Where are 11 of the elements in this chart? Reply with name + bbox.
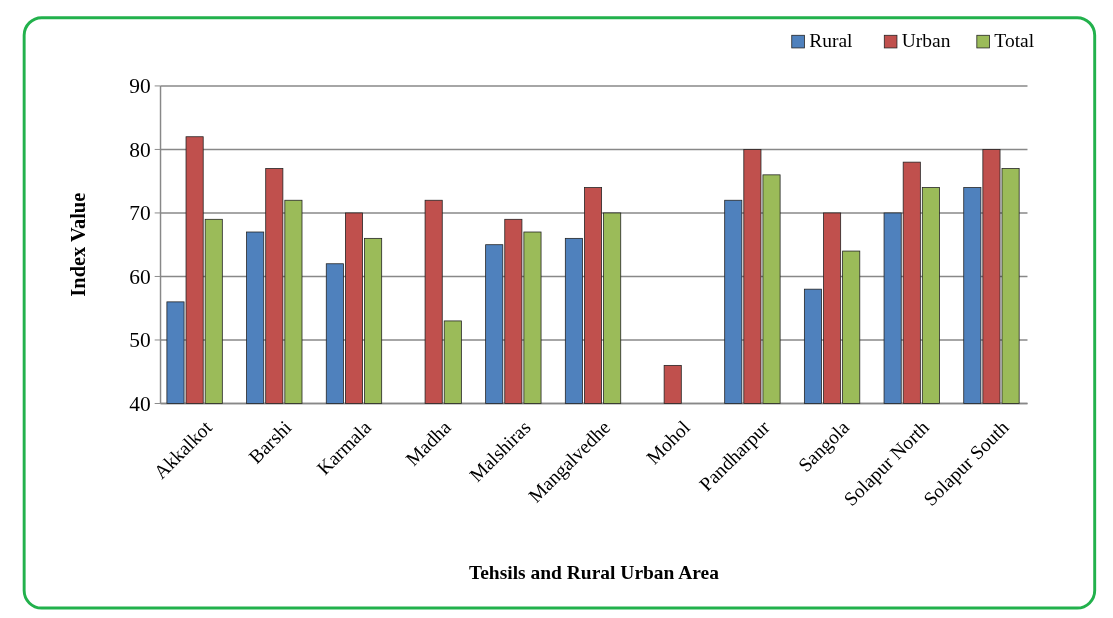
- y-tick-label: 60: [129, 264, 151, 289]
- y-tick-label: 90: [129, 74, 151, 99]
- y-tick-label: 50: [129, 328, 151, 353]
- y-tick-label: 80: [129, 137, 151, 162]
- y-axis-title: Index Value: [66, 192, 89, 297]
- legend-label: Rural: [809, 29, 854, 51]
- legend-label: Urban: [901, 29, 951, 51]
- y-tick-label: 40: [129, 391, 151, 416]
- x-axis-title: Tehsils and Rural Urban Area: [469, 561, 720, 583]
- legend-label: Total: [994, 29, 1035, 51]
- y-tick-label: 70: [129, 201, 151, 226]
